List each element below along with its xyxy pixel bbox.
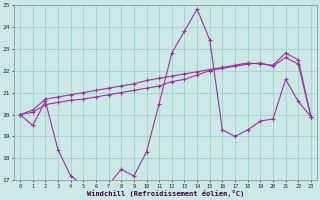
X-axis label: Windchill (Refroidissement éolien,°C): Windchill (Refroidissement éolien,°C) [87, 190, 244, 197]
